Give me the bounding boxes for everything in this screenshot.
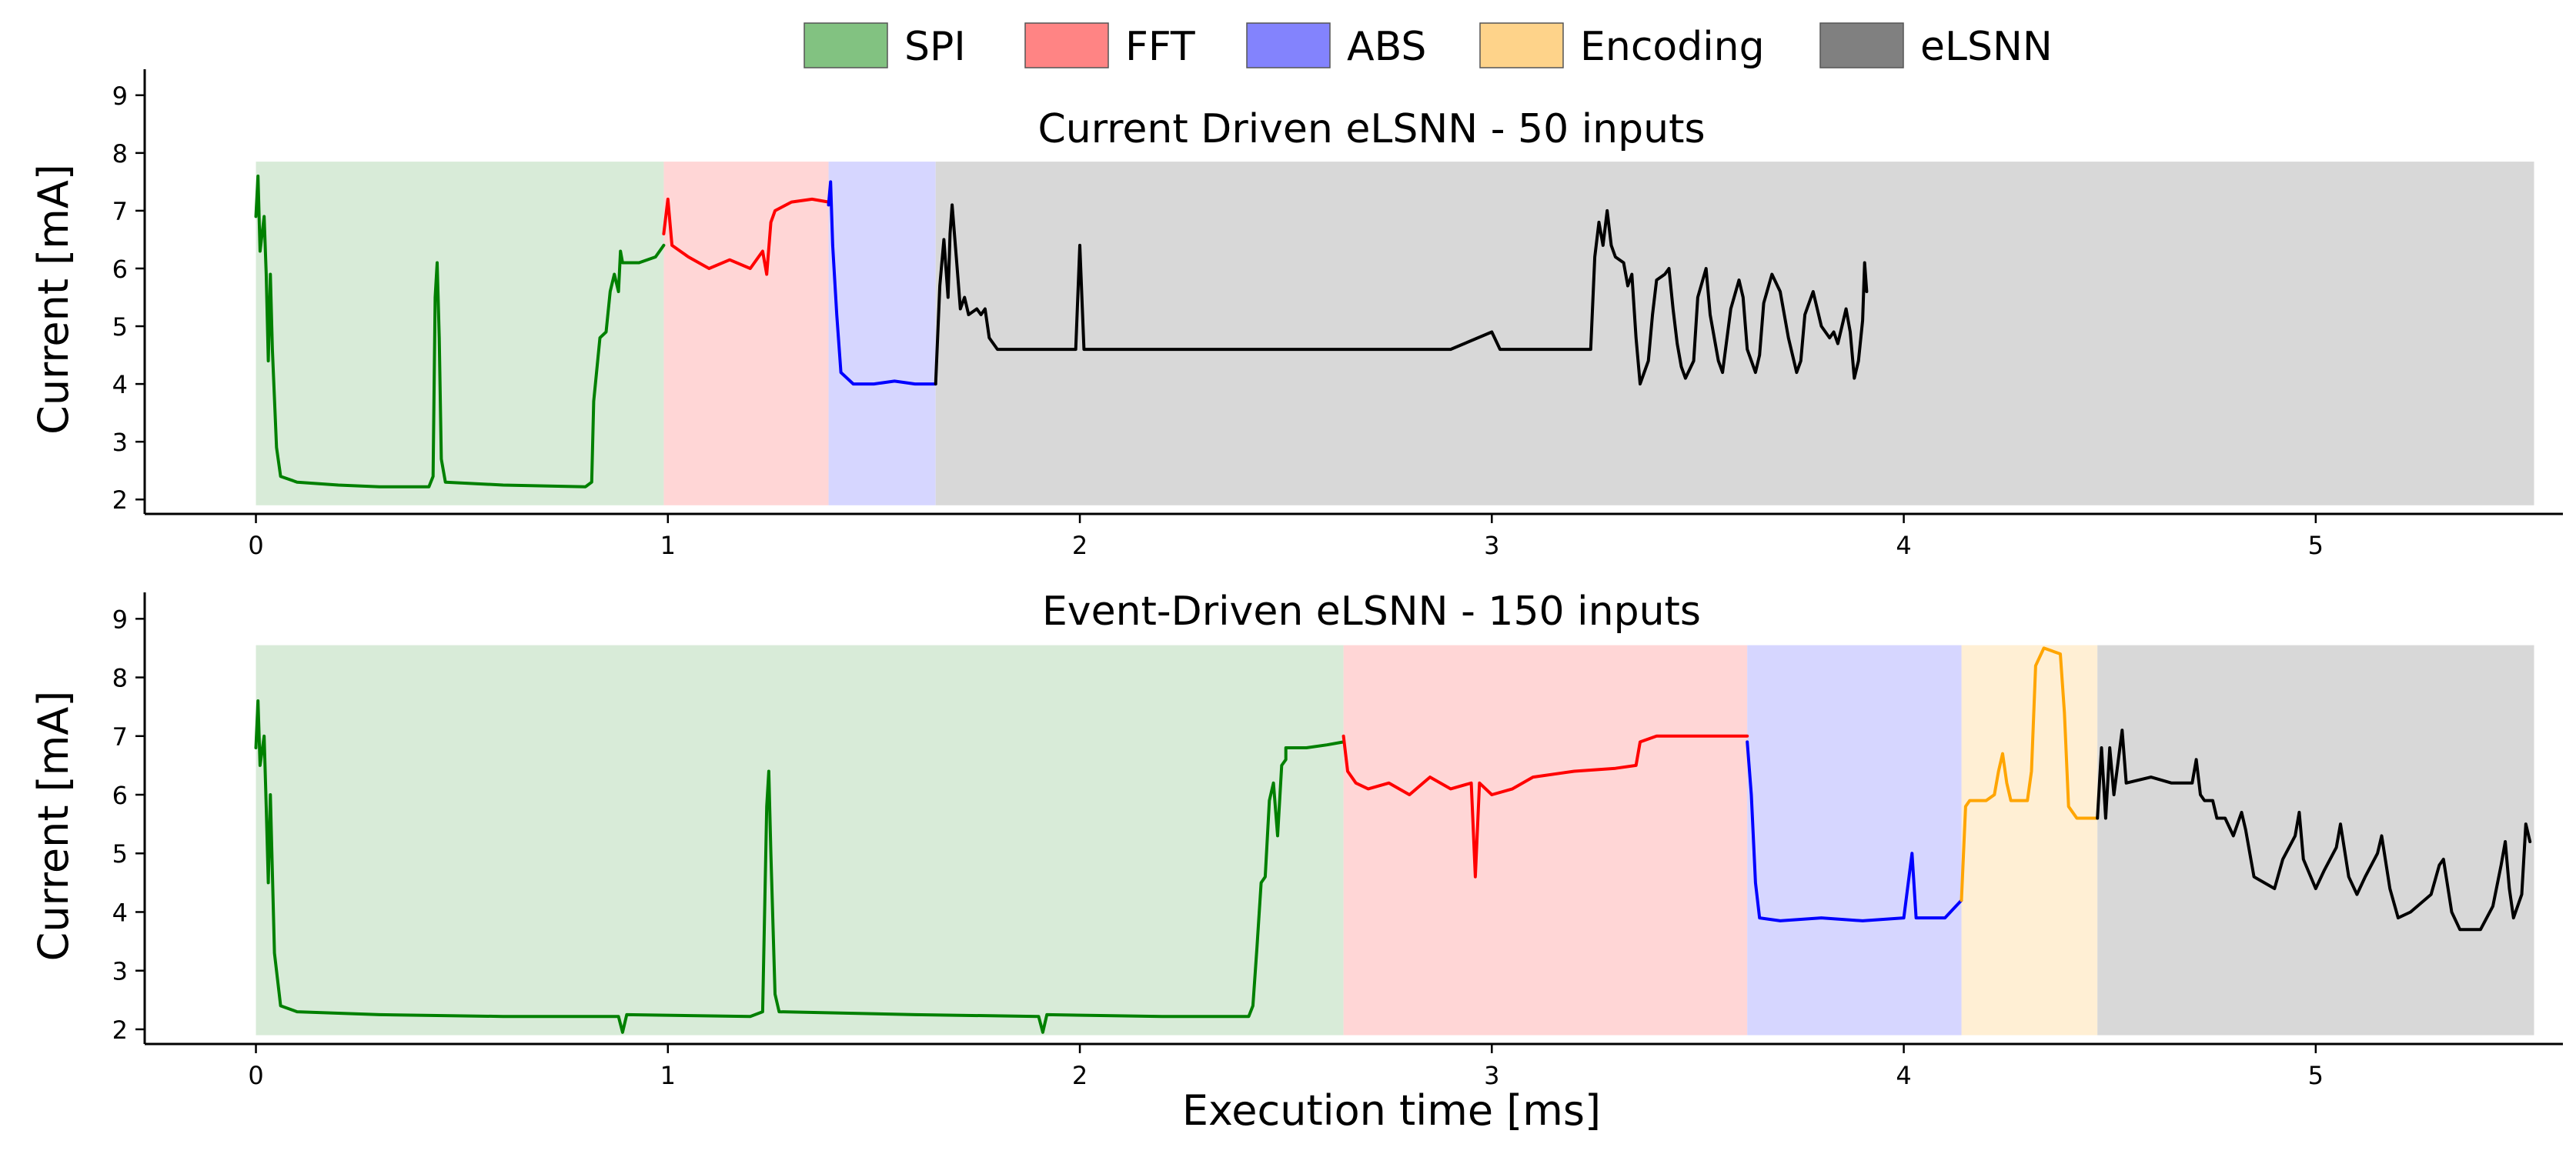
phase-band-elsnn <box>935 162 2534 505</box>
phase-band-encoding <box>1961 645 2098 1036</box>
series-line-spi <box>254 174 666 489</box>
x-tick-label: 4 <box>1896 1061 1911 1090</box>
legend-label-encoding: Encoding <box>1580 24 1765 70</box>
y-tick-label: 2 <box>112 1016 128 1045</box>
phase-band-abs <box>828 162 936 505</box>
y-tick-label: 4 <box>112 898 128 927</box>
y-tick-label: 6 <box>112 255 128 284</box>
series-line-encoding <box>1960 646 2100 902</box>
x-tick-label: 0 <box>248 531 263 560</box>
chart-title: Event-Driven eLSNN - 150 inputs <box>1042 589 1701 635</box>
x-tick-label: 5 <box>2308 1061 2324 1090</box>
legend: SPI FFT ABS Encoding eLSNN <box>804 22 2053 70</box>
phase-band-spi <box>256 162 664 505</box>
y-tick-label: 9 <box>112 82 128 111</box>
x-tick-label: 1 <box>660 531 676 560</box>
series-line-spi <box>254 699 1345 1034</box>
legend-swatch-spi <box>804 22 888 68</box>
legend-label-spi: SPI <box>904 24 966 70</box>
phase-band-fft <box>1343 645 1748 1036</box>
phase-band-spi <box>256 645 1344 1036</box>
x-tick-label: 3 <box>1484 531 1499 560</box>
phase-band-abs <box>1747 645 1962 1036</box>
series-line-fft <box>662 197 830 276</box>
x-axis-label: Execution time [ms] <box>1182 1086 1601 1135</box>
series-line-elsnn <box>934 203 1869 386</box>
current-driven-panel: 2 3 4 5 6 7 8 9 0 1 2 3 4 5 Current [mA] Current Driven… <box>29 69 2563 560</box>
series-line-fft <box>1341 734 1749 879</box>
y-tick-label: 2 <box>112 485 128 515</box>
chart-title: Current Driven eLSNN - 50 inputs <box>1037 106 1705 152</box>
y-tick-label: 5 <box>112 839 128 869</box>
legend-swatch-encoding <box>1479 22 1564 68</box>
event-driven-panel: 2 3 4 5 6 7 8 9 0 1 2 3 4 5 Current [mA] Event-Driven e… <box>29 589 2563 1135</box>
x-tick-label: 2 <box>1072 1061 1088 1090</box>
y-axis-label: Current [mA] <box>29 691 78 962</box>
legend-swatch-fft <box>1024 22 1109 68</box>
series-line-elsnn <box>2096 729 2532 932</box>
legend-label-elsnn: eLSNN <box>1920 24 2053 70</box>
series-line-abs <box>827 180 937 386</box>
x-tick-label: 3 <box>1484 1061 1499 1090</box>
y-axis-label: Current [mA] <box>29 164 78 435</box>
y-tick-label: 8 <box>112 664 128 693</box>
y-tick-label: 6 <box>112 781 128 810</box>
phase-band-fft <box>663 162 829 505</box>
legend-swatch-elsnn <box>1819 22 1904 68</box>
y-tick-label: 3 <box>112 957 128 986</box>
x-tick-label: 2 <box>1072 531 1088 560</box>
legend-label-fft: FFT <box>1125 24 1195 70</box>
x-tick-label: 1 <box>660 1061 676 1090</box>
phase-band-elsnn <box>2097 645 2534 1036</box>
y-tick-label: 8 <box>112 139 128 168</box>
y-tick-label: 5 <box>112 312 128 342</box>
y-tick-label: 7 <box>112 197 128 226</box>
x-tick-label: 0 <box>248 1061 263 1090</box>
y-tick-label: 4 <box>112 370 128 399</box>
x-tick-label: 5 <box>2308 531 2324 560</box>
y-tick-label: 7 <box>112 722 128 752</box>
y-tick-label: 9 <box>112 605 128 634</box>
legend-label-abs: ABS <box>1347 24 1426 70</box>
y-tick-label: 3 <box>112 428 128 457</box>
series-line-abs <box>1746 740 1963 922</box>
legend-swatch-abs <box>1246 22 1331 68</box>
x-tick-label: 4 <box>1896 531 1911 560</box>
